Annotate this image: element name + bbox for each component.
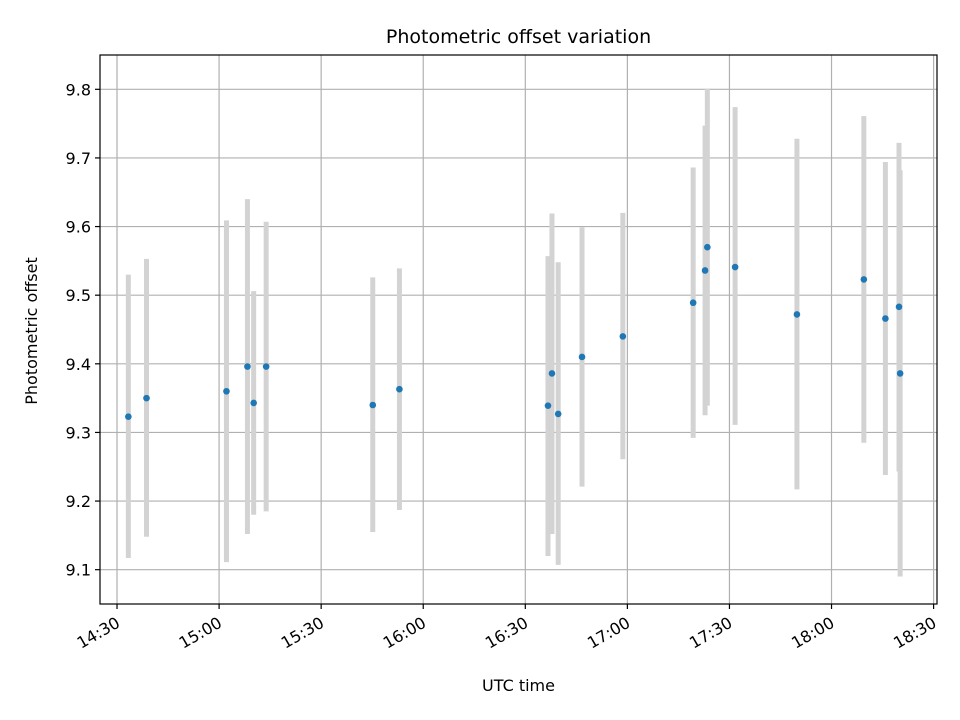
data-point — [544, 402, 552, 409]
data-point — [125, 413, 132, 420]
data-point — [554, 410, 562, 418]
data-point — [244, 363, 251, 370]
x-tick-label: 16:30 — [482, 613, 531, 653]
y-tick-label: 9.3 — [66, 423, 91, 442]
data-points — [125, 243, 904, 420]
y-tick-label: 9.8 — [66, 80, 91, 99]
data-point — [793, 311, 801, 318]
x-tick-label: 18:30 — [890, 613, 939, 653]
data-point — [701, 267, 709, 274]
x-tick-label: 15:00 — [176, 613, 225, 653]
data-point — [731, 263, 739, 271]
x-tick-label: 17:30 — [686, 613, 735, 653]
data-point — [895, 303, 903, 311]
data-point — [896, 370, 904, 377]
data-point — [689, 299, 697, 307]
chart-title: Photometric offset variation — [386, 26, 651, 48]
x-axis-ticks: 14:30 15:00 15:30 16:00 16:30 17:00 17:30 18:00… — [74, 604, 940, 653]
plot-frame — [99, 54, 938, 605]
data-point — [882, 315, 889, 322]
y-tick-label: 9.7 — [66, 149, 91, 168]
data-point — [548, 370, 556, 377]
y-tick-label: 9.2 — [66, 492, 91, 511]
error-bars — [125, 88, 903, 577]
y-tick-label: 9.5 — [66, 286, 91, 305]
y-axis-label: Photometric offset — [22, 257, 41, 405]
y-tick-label: 9.6 — [66, 218, 91, 237]
data-point — [396, 385, 403, 393]
data-point — [704, 243, 711, 251]
data-point — [223, 387, 230, 395]
x-tick-label: 14:30 — [74, 613, 123, 653]
data-point — [578, 353, 586, 361]
y-axis-ticks: 9.1 9.2 9.3 9.4 9.5 9.6 9.7 9.8 — [66, 80, 100, 580]
data-point — [262, 363, 270, 370]
x-tick-label: 16:00 — [380, 613, 429, 653]
x-axis-label: UTC time — [482, 676, 555, 695]
x-tick-label: 18:00 — [788, 613, 837, 653]
x-tick-label: 17:00 — [584, 613, 633, 653]
data-point — [250, 399, 257, 407]
data-point — [860, 276, 868, 283]
data-point — [619, 333, 627, 340]
data-point — [143, 394, 150, 402]
data-point — [369, 401, 377, 409]
x-tick-label: 15:30 — [278, 613, 327, 653]
y-tick-label: 9.4 — [66, 355, 91, 374]
y-tick-label: 9.1 — [66, 561, 91, 580]
